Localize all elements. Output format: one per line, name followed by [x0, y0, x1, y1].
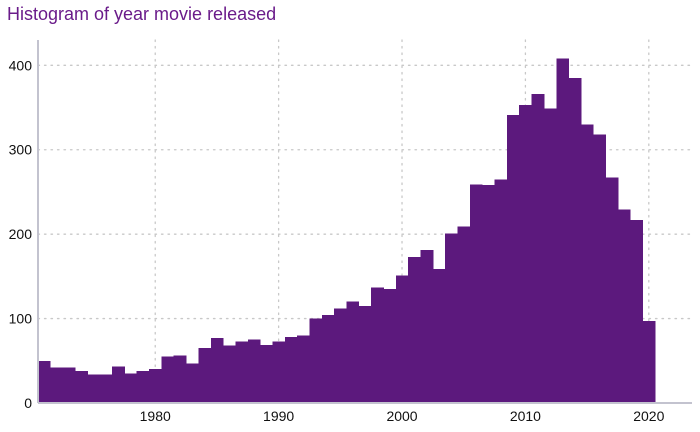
- histogram-bar: [531, 94, 545, 404]
- histogram-bar: [272, 341, 286, 403]
- chart-title: Histogram of year movie released: [7, 4, 277, 24]
- y-tick-label: 100: [9, 311, 33, 327]
- histogram-bar: [469, 184, 483, 403]
- histogram-bar: [371, 287, 384, 403]
- histogram-bar: [161, 356, 175, 403]
- histogram-bar: [321, 315, 335, 403]
- histogram-bar: [580, 124, 594, 403]
- x-tick-label: 2010: [510, 408, 541, 424]
- histogram-bar: [556, 58, 570, 404]
- y-tick-label: 400: [9, 57, 33, 73]
- histogram-bar: [87, 374, 101, 403]
- histogram-bar: [568, 77, 582, 403]
- x-tick-label: 2020: [633, 408, 664, 424]
- y-tick-labels: 0 100 200 300 400: [9, 57, 33, 411]
- histogram-bar: [38, 360, 51, 403]
- histogram-bar: [247, 339, 261, 403]
- histogram-bar: [457, 226, 471, 403]
- axes: [37, 40, 692, 404]
- histogram-bar: [112, 366, 125, 403]
- histogram-bar: [494, 179, 508, 403]
- histogram-bar: [186, 363, 199, 403]
- histogram-bar: [309, 318, 323, 403]
- x-tick-label: 1980: [140, 408, 171, 424]
- histogram-bar: [223, 345, 236, 403]
- histogram-bar: [593, 134, 607, 404]
- x-tick-label: 1990: [263, 408, 294, 424]
- histogram-bar: [136, 370, 150, 403]
- histogram-bar: [420, 250, 434, 403]
- histogram-bar: [198, 348, 212, 403]
- histogram-bar: [346, 301, 360, 403]
- y-tick-label: 200: [9, 226, 33, 242]
- histogram-bar: [210, 337, 224, 403]
- histogram-bar: [297, 335, 310, 403]
- y-tick-label: 300: [9, 142, 33, 158]
- histogram-bar: [235, 341, 249, 403]
- histogram-bar: [395, 275, 409, 403]
- histogram-bars: [38, 58, 656, 404]
- histogram-bar: [482, 185, 495, 403]
- x-tick-label: 2000: [386, 408, 417, 424]
- histogram-bar: [124, 373, 138, 403]
- histogram-bar: [642, 321, 656, 403]
- histogram-bar: [605, 177, 619, 403]
- histogram-bar: [334, 308, 347, 403]
- histogram-bar: [543, 108, 557, 404]
- histogram-bar: [173, 355, 187, 403]
- histogram-bar: [284, 337, 298, 403]
- histogram-bar: [358, 305, 372, 403]
- histogram-bar: [260, 344, 273, 403]
- histogram-bar: [519, 105, 532, 404]
- histogram-bar: [149, 369, 162, 403]
- histogram-bar: [50, 367, 64, 403]
- x-tick-labels: 1980 1990 2000 2010 2020: [140, 408, 665, 424]
- y-tick-label: 0: [24, 395, 32, 411]
- histogram-bar: [432, 268, 446, 403]
- histogram-bar: [617, 209, 631, 403]
- histogram-bar: [630, 219, 644, 403]
- histogram-bar: [408, 256, 421, 403]
- histogram-bar: [506, 115, 520, 403]
- histogram-bar: [99, 374, 113, 403]
- histogram-bar: [75, 370, 88, 403]
- histogram-bar: [383, 289, 397, 403]
- histogram-bar: [445, 233, 458, 403]
- histogram-bar: [62, 367, 76, 403]
